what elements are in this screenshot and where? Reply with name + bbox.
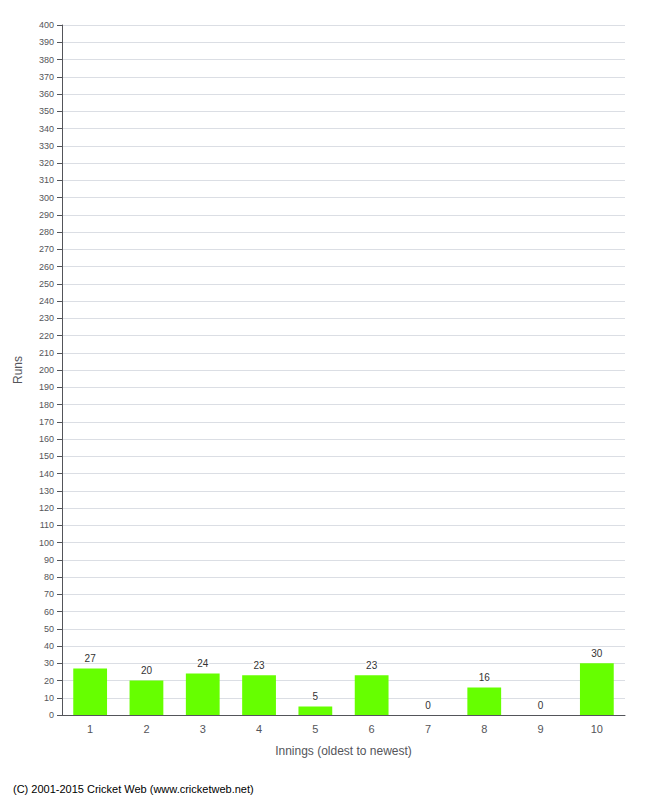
svg-text:30: 30 (44, 658, 54, 668)
svg-text:370: 370 (39, 72, 54, 82)
svg-text:400: 400 (39, 20, 54, 30)
svg-text:230: 230 (39, 313, 54, 323)
svg-text:90: 90 (44, 555, 54, 565)
svg-text:150: 150 (39, 451, 54, 461)
svg-text:200: 200 (39, 365, 54, 375)
svg-text:300: 300 (39, 193, 54, 203)
svg-text:380: 380 (39, 55, 54, 65)
svg-text:23: 23 (366, 660, 378, 671)
svg-text:340: 340 (39, 124, 54, 134)
svg-text:1: 1 (87, 723, 93, 735)
svg-text:250: 250 (39, 279, 54, 289)
svg-text:330: 330 (39, 141, 54, 151)
svg-text:160: 160 (39, 434, 54, 444)
svg-text:100: 100 (39, 538, 54, 548)
svg-text:260: 260 (39, 262, 54, 272)
svg-text:27: 27 (85, 653, 97, 664)
svg-text:320: 320 (39, 158, 54, 168)
svg-text:240: 240 (39, 296, 54, 306)
svg-text:9: 9 (537, 723, 543, 735)
svg-text:130: 130 (39, 486, 54, 496)
svg-text:280: 280 (39, 227, 54, 237)
svg-text:310: 310 (39, 175, 54, 185)
svg-text:60: 60 (44, 607, 54, 617)
svg-text:6: 6 (369, 723, 375, 735)
svg-text:190: 190 (39, 382, 54, 392)
svg-text:20: 20 (44, 676, 54, 686)
svg-text:2: 2 (143, 723, 149, 735)
svg-text:170: 170 (39, 417, 54, 427)
svg-text:110: 110 (40, 520, 54, 530)
svg-text:270: 270 (39, 244, 54, 254)
svg-text:360: 360 (39, 89, 54, 99)
svg-text:0: 0 (425, 700, 431, 711)
svg-text:40: 40 (44, 641, 54, 651)
svg-text:24: 24 (197, 658, 209, 669)
svg-text:0: 0 (538, 700, 544, 711)
svg-text:50: 50 (44, 624, 54, 634)
svg-text:10: 10 (591, 723, 603, 735)
svg-text:16: 16 (479, 672, 491, 683)
svg-text:30: 30 (591, 648, 603, 659)
svg-text:0: 0 (49, 710, 54, 720)
svg-text:7: 7 (425, 723, 431, 735)
svg-text:5: 5 (312, 723, 318, 735)
svg-text:(C) 2001-2015 Cricket Web (www: (C) 2001-2015 Cricket Web (www.cricketwe… (13, 783, 254, 795)
svg-text:5: 5 (313, 691, 319, 702)
svg-text:20: 20 (141, 665, 153, 676)
svg-text:120: 120 (39, 503, 54, 513)
svg-text:23: 23 (253, 660, 265, 671)
svg-text:350: 350 (39, 106, 54, 116)
svg-text:8: 8 (481, 723, 487, 735)
svg-text:80: 80 (44, 572, 54, 582)
svg-text:70: 70 (44, 589, 54, 599)
svg-text:210: 210 (39, 348, 54, 358)
svg-text:Innings (oldest to newest): Innings (oldest to newest) (275, 744, 412, 758)
svg-text:3: 3 (200, 723, 206, 735)
svg-text:390: 390 (39, 37, 54, 47)
svg-text:290: 290 (39, 210, 54, 220)
svg-text:Runs: Runs (11, 356, 25, 384)
svg-text:140: 140 (39, 469, 54, 479)
svg-text:10: 10 (44, 693, 54, 703)
svg-text:220: 220 (39, 331, 54, 341)
svg-text:4: 4 (256, 723, 262, 735)
svg-text:180: 180 (39, 400, 54, 410)
